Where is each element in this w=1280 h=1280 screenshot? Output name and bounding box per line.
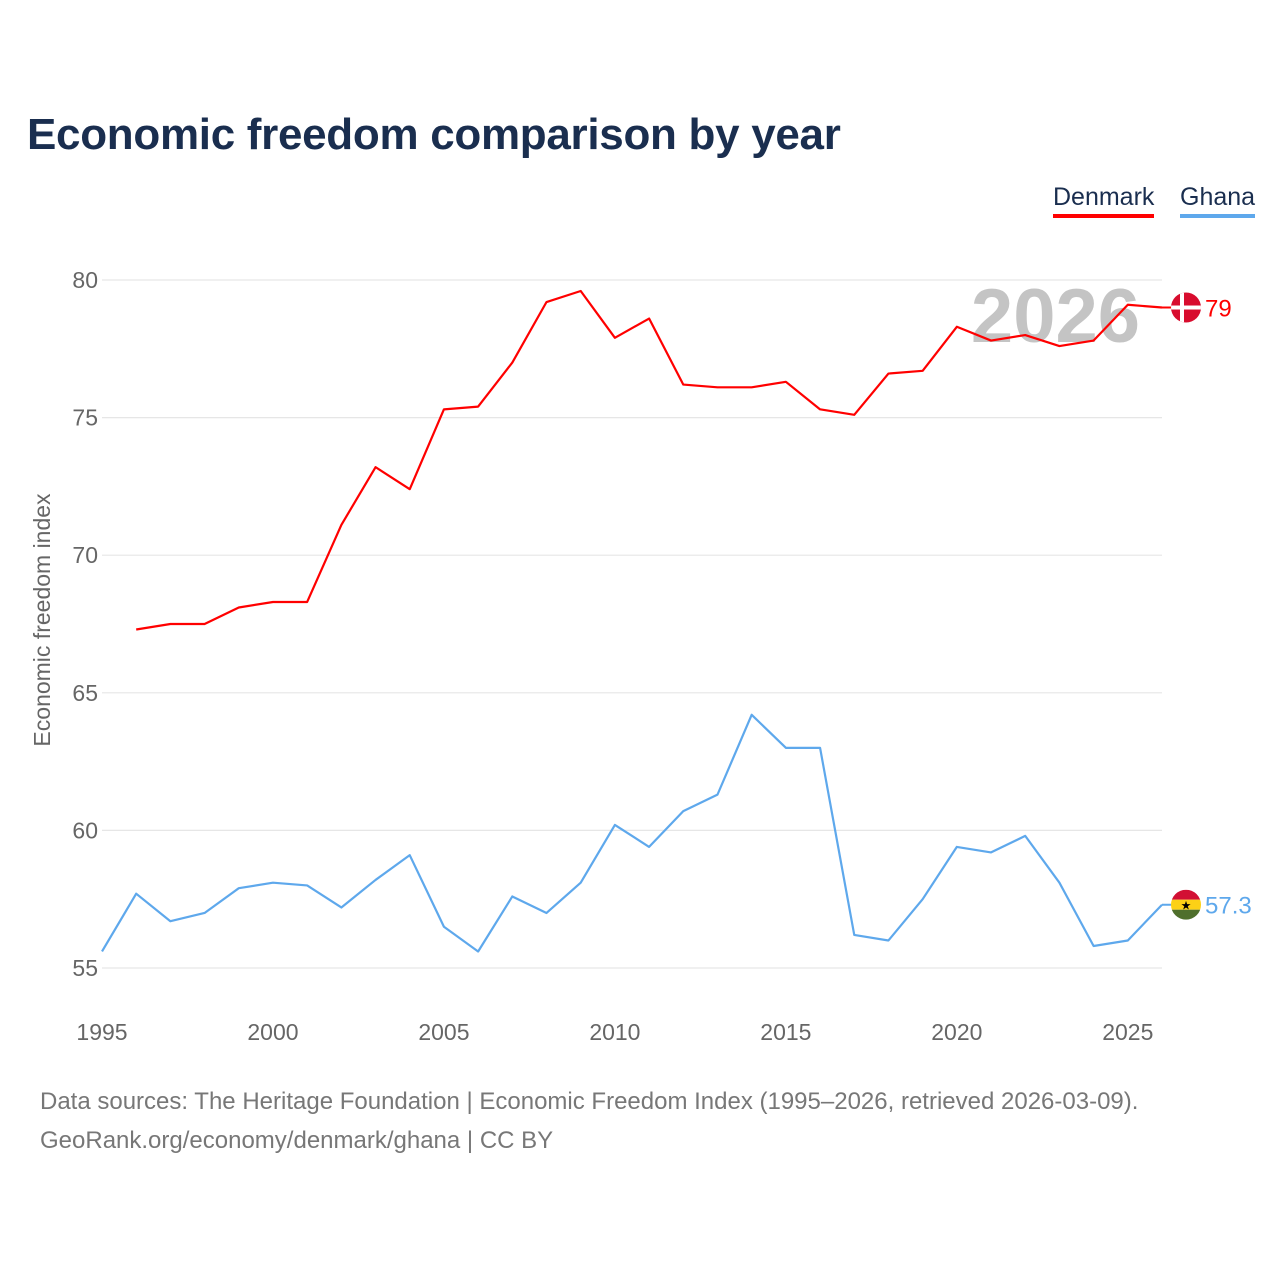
x-tick-label: 1995 bbox=[76, 1019, 127, 1045]
denmark-flag-icon bbox=[1171, 292, 1201, 323]
data-point-denmark bbox=[1056, 343, 1062, 349]
data-point-ghana bbox=[885, 937, 891, 943]
data-point-denmark bbox=[1125, 302, 1131, 308]
flag-cross-h bbox=[1171, 305, 1201, 310]
x-tick-label: 2015 bbox=[760, 1019, 811, 1045]
data-point-denmark bbox=[749, 384, 755, 390]
data-point-ghana bbox=[612, 822, 618, 828]
data-point-ghana bbox=[304, 882, 310, 888]
data-point-ghana bbox=[1022, 833, 1028, 839]
data-point-denmark bbox=[509, 360, 515, 366]
data-point-ghana bbox=[851, 932, 857, 938]
legend-denmark[interactable]: Denmark bbox=[1053, 183, 1155, 218]
flag-red bbox=[1171, 889, 1201, 900]
flag bbox=[1171, 292, 1201, 323]
x-tick-label: 2020 bbox=[931, 1019, 982, 1045]
data-point-ghana bbox=[544, 910, 550, 916]
data-point-ghana bbox=[202, 910, 208, 916]
data-point-denmark bbox=[544, 299, 550, 305]
end-label-denmark: 79 bbox=[1205, 296, 1232, 323]
data-point-denmark bbox=[133, 627, 139, 633]
data-point-denmark bbox=[783, 379, 789, 385]
data-point-ghana bbox=[646, 844, 652, 850]
y-tick-label: 75 bbox=[72, 405, 98, 431]
data-point-ghana bbox=[1056, 880, 1062, 886]
data-point-ghana bbox=[1091, 943, 1097, 949]
x-tick-label: 2000 bbox=[247, 1019, 298, 1045]
data-point-denmark bbox=[338, 522, 344, 528]
year-watermark: 2026 bbox=[971, 274, 1140, 359]
data-point-ghana bbox=[954, 844, 960, 850]
data-point-ghana bbox=[167, 918, 173, 924]
data-point-ghana bbox=[749, 712, 755, 718]
x-tick-label: 2025 bbox=[1102, 1019, 1153, 1045]
data-point-ghana bbox=[783, 745, 789, 751]
data-point-ghana bbox=[1125, 937, 1131, 943]
data-point-ghana bbox=[407, 852, 413, 858]
flag: ★ bbox=[1171, 889, 1201, 920]
end-label-ghana: 57.3 bbox=[1205, 893, 1252, 920]
data-point-ghana bbox=[338, 904, 344, 910]
series-line-ghana bbox=[101, 713, 1163, 953]
data-point-denmark bbox=[612, 335, 618, 341]
data-point-denmark bbox=[578, 288, 584, 294]
flag-yellow bbox=[1171, 899, 1201, 910]
data-point-ghana bbox=[988, 849, 994, 855]
data-point-ghana bbox=[509, 893, 515, 899]
data-point-denmark bbox=[304, 599, 310, 605]
data-point-denmark bbox=[851, 412, 857, 418]
y-tick-label: 55 bbox=[72, 955, 98, 981]
legend-ghana[interactable]: Ghana bbox=[1180, 183, 1256, 218]
series-line-denmark bbox=[136, 289, 1163, 631]
data-point-denmark bbox=[1022, 332, 1028, 338]
data-point-denmark bbox=[646, 316, 652, 322]
star-icon: ★ bbox=[1181, 899, 1192, 913]
data-point-ghana bbox=[133, 891, 139, 897]
data-point-denmark bbox=[202, 621, 208, 627]
data-point-ghana bbox=[373, 877, 379, 883]
data-point-denmark bbox=[236, 604, 242, 610]
chart-title: Economic freedom comparison by year bbox=[27, 110, 841, 159]
data-point-denmark bbox=[167, 621, 173, 627]
data-point-denmark bbox=[373, 464, 379, 470]
data-point-denmark bbox=[920, 368, 926, 374]
y-tick-label: 60 bbox=[72, 817, 98, 843]
flag-green bbox=[1171, 909, 1201, 920]
data-point-ghana bbox=[475, 948, 481, 954]
data-point-denmark bbox=[475, 404, 481, 410]
y-tick-label: 65 bbox=[72, 680, 98, 706]
data-point-ghana bbox=[441, 924, 447, 930]
data-point-denmark bbox=[1091, 338, 1097, 344]
y-axis-label: Economic freedom index bbox=[29, 493, 55, 747]
y-tick-label: 80 bbox=[72, 267, 98, 293]
data-point-denmark bbox=[885, 371, 891, 377]
x-tick-label: 2005 bbox=[418, 1019, 469, 1045]
data-point-denmark bbox=[954, 324, 960, 330]
data-point-denmark bbox=[407, 486, 413, 492]
ghana-flag-icon: ★ bbox=[1171, 889, 1201, 920]
footer-credit: GeoRank.org/economy/denmark/ghana | CC B… bbox=[40, 1127, 554, 1154]
x-tick-label: 2010 bbox=[589, 1019, 640, 1045]
data-point-ghana bbox=[270, 880, 276, 886]
data-point-ghana bbox=[578, 880, 584, 886]
data-point-ghana bbox=[99, 948, 105, 954]
data-point-ghana bbox=[817, 745, 823, 751]
data-point-denmark bbox=[988, 338, 994, 344]
data-point-ghana bbox=[236, 885, 242, 891]
data-point-ghana bbox=[680, 808, 686, 814]
data-point-denmark bbox=[680, 382, 686, 388]
data-point-denmark bbox=[270, 599, 276, 605]
data-point-ghana bbox=[920, 896, 926, 902]
data-point-denmark bbox=[441, 406, 447, 412]
data-point-ghana bbox=[714, 792, 720, 798]
footer-sources: Data sources: The Heritage Foundation | … bbox=[40, 1088, 1139, 1115]
data-point-denmark bbox=[714, 384, 720, 390]
data-point-denmark bbox=[817, 406, 823, 412]
y-tick-label: 70 bbox=[72, 542, 98, 568]
